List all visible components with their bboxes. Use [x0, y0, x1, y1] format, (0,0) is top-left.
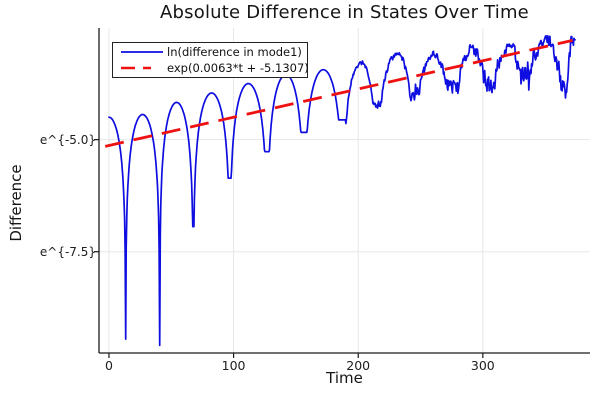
legend-label: exp(0.0063*t + -5.1307) [167, 61, 309, 75]
legend-item: exp(0.0063*t + -5.1307) [113, 61, 309, 76]
dashed-line-swatch-icon [121, 66, 163, 70]
chart-title: Absolute Difference in States Over Time [160, 2, 529, 23]
series-line-exp-fit [104, 39, 573, 148]
x-tick-label: 100 [221, 358, 246, 373]
y-axis-label: Difference [7, 164, 25, 242]
x-tick-label: 0 [104, 358, 113, 373]
series-line-ln-difference [108, 34, 576, 347]
y-tick-label: e^{-7.5} [39, 244, 96, 259]
x-tick-label: 200 [346, 358, 371, 373]
x-tick-label: 300 [470, 358, 495, 373]
legend-label: ln(difference in mode1) [167, 45, 302, 59]
legend: ln(difference in mode1) exp(0.0063*t + -… [112, 42, 309, 78]
y-tick-label: e^{-5.0} [39, 132, 96, 147]
legend-item: ln(difference in mode1) [113, 45, 307, 60]
solid-line-swatch-icon [121, 51, 163, 53]
x-axis-label: Time [326, 369, 363, 387]
